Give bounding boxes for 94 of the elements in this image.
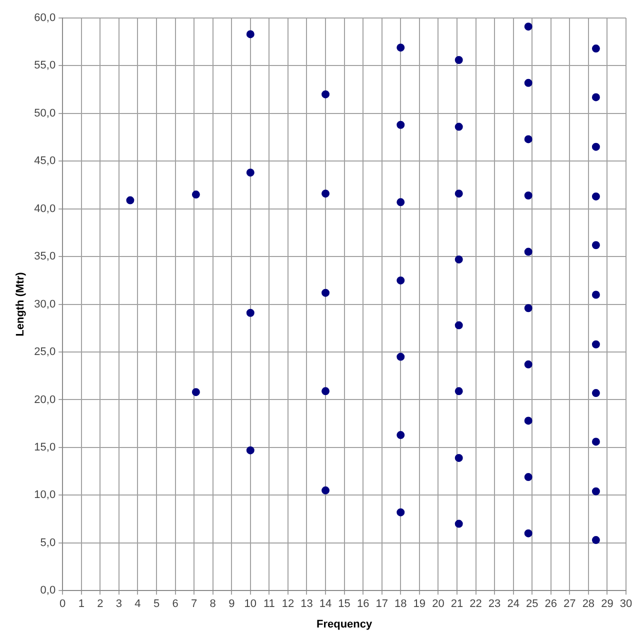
x-tick-label: 11	[263, 598, 275, 610]
y-tick-label: 0,0	[40, 584, 56, 597]
point	[524, 473, 532, 482]
point	[592, 93, 600, 102]
y-tick-label: 10,0	[34, 489, 56, 502]
point	[592, 241, 600, 250]
point	[126, 196, 134, 204]
x-tick-label: 12	[282, 598, 294, 610]
point	[592, 438, 600, 446]
y-tick-label: 25,0	[34, 346, 56, 358]
x-tick-label: 24	[507, 598, 520, 610]
x-tick-label: 30	[620, 598, 632, 610]
point	[454, 321, 463, 330]
point	[396, 508, 405, 516]
point	[246, 168, 254, 177]
y-tick-label: 15,0	[34, 441, 56, 454]
y-tick-label: 40,0	[34, 202, 56, 215]
y-tick-label: 45,0	[34, 155, 56, 168]
point	[396, 276, 405, 284]
y-tick-label: 35,0	[34, 250, 56, 263]
point	[524, 135, 532, 144]
point	[454, 454, 463, 462]
x-tick-label: 14	[319, 598, 332, 610]
x-tick-label: 0	[60, 598, 66, 610]
x-tick-label: 4	[134, 598, 141, 610]
point	[524, 248, 532, 256]
point	[592, 536, 600, 544]
point	[396, 431, 405, 440]
x-tick-label: 2	[97, 598, 104, 610]
point	[524, 360, 532, 368]
point	[592, 389, 600, 398]
point	[396, 198, 405, 206]
y-tick-label: 60,0	[34, 12, 56, 24]
point	[246, 308, 254, 317]
point	[592, 142, 600, 151]
y-tick-label: 55,0	[34, 60, 56, 72]
point	[322, 486, 330, 494]
x-tick-label: 27	[564, 598, 576, 610]
point	[524, 22, 532, 31]
point	[454, 56, 463, 64]
point	[246, 30, 254, 38]
x-tick-label: 10	[244, 598, 257, 610]
point	[592, 290, 600, 299]
point	[246, 446, 254, 454]
point	[322, 387, 330, 396]
point	[454, 387, 463, 396]
point	[396, 352, 405, 361]
point	[322, 190, 330, 198]
x-tick-label: 15	[338, 598, 350, 610]
point	[592, 487, 600, 496]
x-tick-label: 19	[413, 598, 426, 610]
point	[454, 255, 463, 264]
x-axis-title: Frequency	[316, 618, 373, 630]
point	[454, 190, 463, 198]
x-tick-label: 20	[432, 598, 444, 610]
point	[454, 122, 463, 131]
x-tick-label: 9	[228, 598, 235, 610]
y-axis-title: Length (Mtr)	[14, 272, 27, 336]
x-tick-label: 17	[376, 598, 388, 610]
x-tick-label: 13	[300, 598, 313, 610]
point	[592, 192, 600, 200]
point	[592, 44, 600, 53]
point	[524, 192, 532, 200]
point	[524, 78, 532, 87]
x-tick-label: 25	[526, 598, 538, 610]
y-tick-label: 20,0	[34, 394, 56, 406]
x-tick-label: 1	[78, 598, 84, 610]
point	[192, 190, 200, 199]
x-tick-label: 8	[210, 598, 216, 610]
point	[524, 529, 532, 538]
point	[322, 90, 330, 98]
point	[524, 416, 532, 425]
y-tick-label: 50,0	[34, 107, 56, 120]
x-tick-label: 26	[544, 598, 558, 610]
x-tick-label: 6	[172, 598, 178, 610]
y-tick-label: 30,0	[34, 298, 56, 310]
point	[592, 340, 600, 348]
x-tick-label: 18	[394, 598, 407, 610]
y-tick-label: 5,0	[40, 536, 56, 549]
point	[396, 44, 405, 52]
x-tick-label: 28	[582, 598, 595, 610]
x-tick-label: 22	[470, 598, 482, 610]
x-tick-label: 5	[153, 598, 160, 610]
point	[322, 288, 330, 297]
point	[524, 304, 532, 312]
x-tick-label: 29	[601, 598, 614, 610]
x-tick-label: 16	[356, 598, 370, 610]
x-tick-label: 21	[450, 598, 464, 610]
point	[454, 520, 463, 528]
point	[192, 388, 200, 396]
point	[396, 120, 405, 129]
x-tick-label: 7	[191, 598, 198, 610]
x-tick-label: 23	[488, 598, 501, 610]
x-tick-label: 3	[116, 598, 122, 610]
